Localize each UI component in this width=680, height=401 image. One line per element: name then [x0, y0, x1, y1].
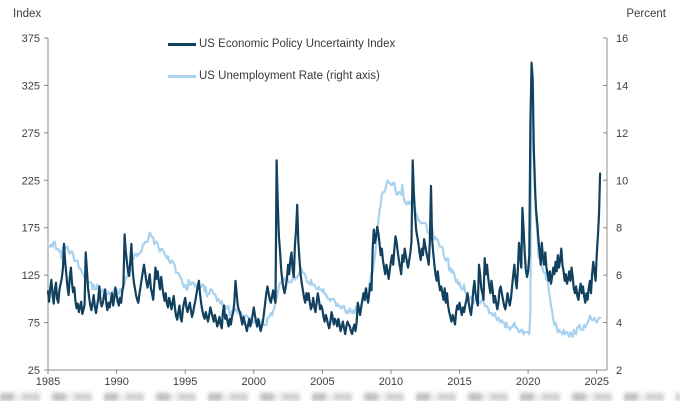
- svg-text:275: 275: [22, 128, 40, 140]
- svg-text:2025: 2025: [584, 376, 608, 388]
- legend-item-unemployment: US Unemployment Rate (right axis): [168, 70, 395, 82]
- svg-text:2010: 2010: [379, 376, 403, 388]
- svg-text:2: 2: [616, 365, 622, 377]
- svg-text:6: 6: [616, 270, 622, 282]
- legend-label-unemployment: US Unemployment Rate (right axis): [199, 70, 380, 82]
- legend-item-epu: US Economic Policy Uncertainty Index: [168, 38, 395, 50]
- svg-text:1995: 1995: [173, 376, 197, 388]
- svg-text:375: 375: [22, 33, 40, 45]
- svg-text:1990: 1990: [104, 376, 128, 388]
- svg-text:1985: 1985: [36, 376, 60, 388]
- left-axis-title: Index: [13, 8, 42, 20]
- chart-legend: US Economic Policy Uncertainty Index US …: [168, 38, 395, 82]
- svg-text:2015: 2015: [447, 376, 471, 388]
- svg-text:25: 25: [28, 365, 40, 377]
- svg-text:10: 10: [616, 175, 628, 187]
- svg-text:2020: 2020: [516, 376, 540, 388]
- legend-label-epu: US Economic Policy Uncertainty Index: [199, 38, 396, 50]
- svg-text:225: 225: [22, 175, 40, 187]
- svg-text:175: 175: [22, 223, 40, 235]
- svg-text:4: 4: [616, 318, 622, 330]
- epu-line-swatch: [168, 42, 196, 46]
- svg-text:325: 325: [22, 80, 40, 92]
- right-axis-title: Percent: [626, 8, 666, 20]
- svg-text:2000: 2000: [242, 376, 266, 388]
- svg-text:75: 75: [28, 318, 40, 330]
- cropped-caption-blur: [0, 393, 680, 401]
- svg-text:16: 16: [616, 33, 628, 45]
- svg-text:8: 8: [616, 223, 622, 235]
- svg-text:2005: 2005: [310, 376, 334, 388]
- svg-text:14: 14: [616, 80, 628, 92]
- svg-text:12: 12: [616, 128, 628, 140]
- svg-text:125: 125: [22, 270, 40, 282]
- unemployment-line-swatch: [168, 74, 196, 78]
